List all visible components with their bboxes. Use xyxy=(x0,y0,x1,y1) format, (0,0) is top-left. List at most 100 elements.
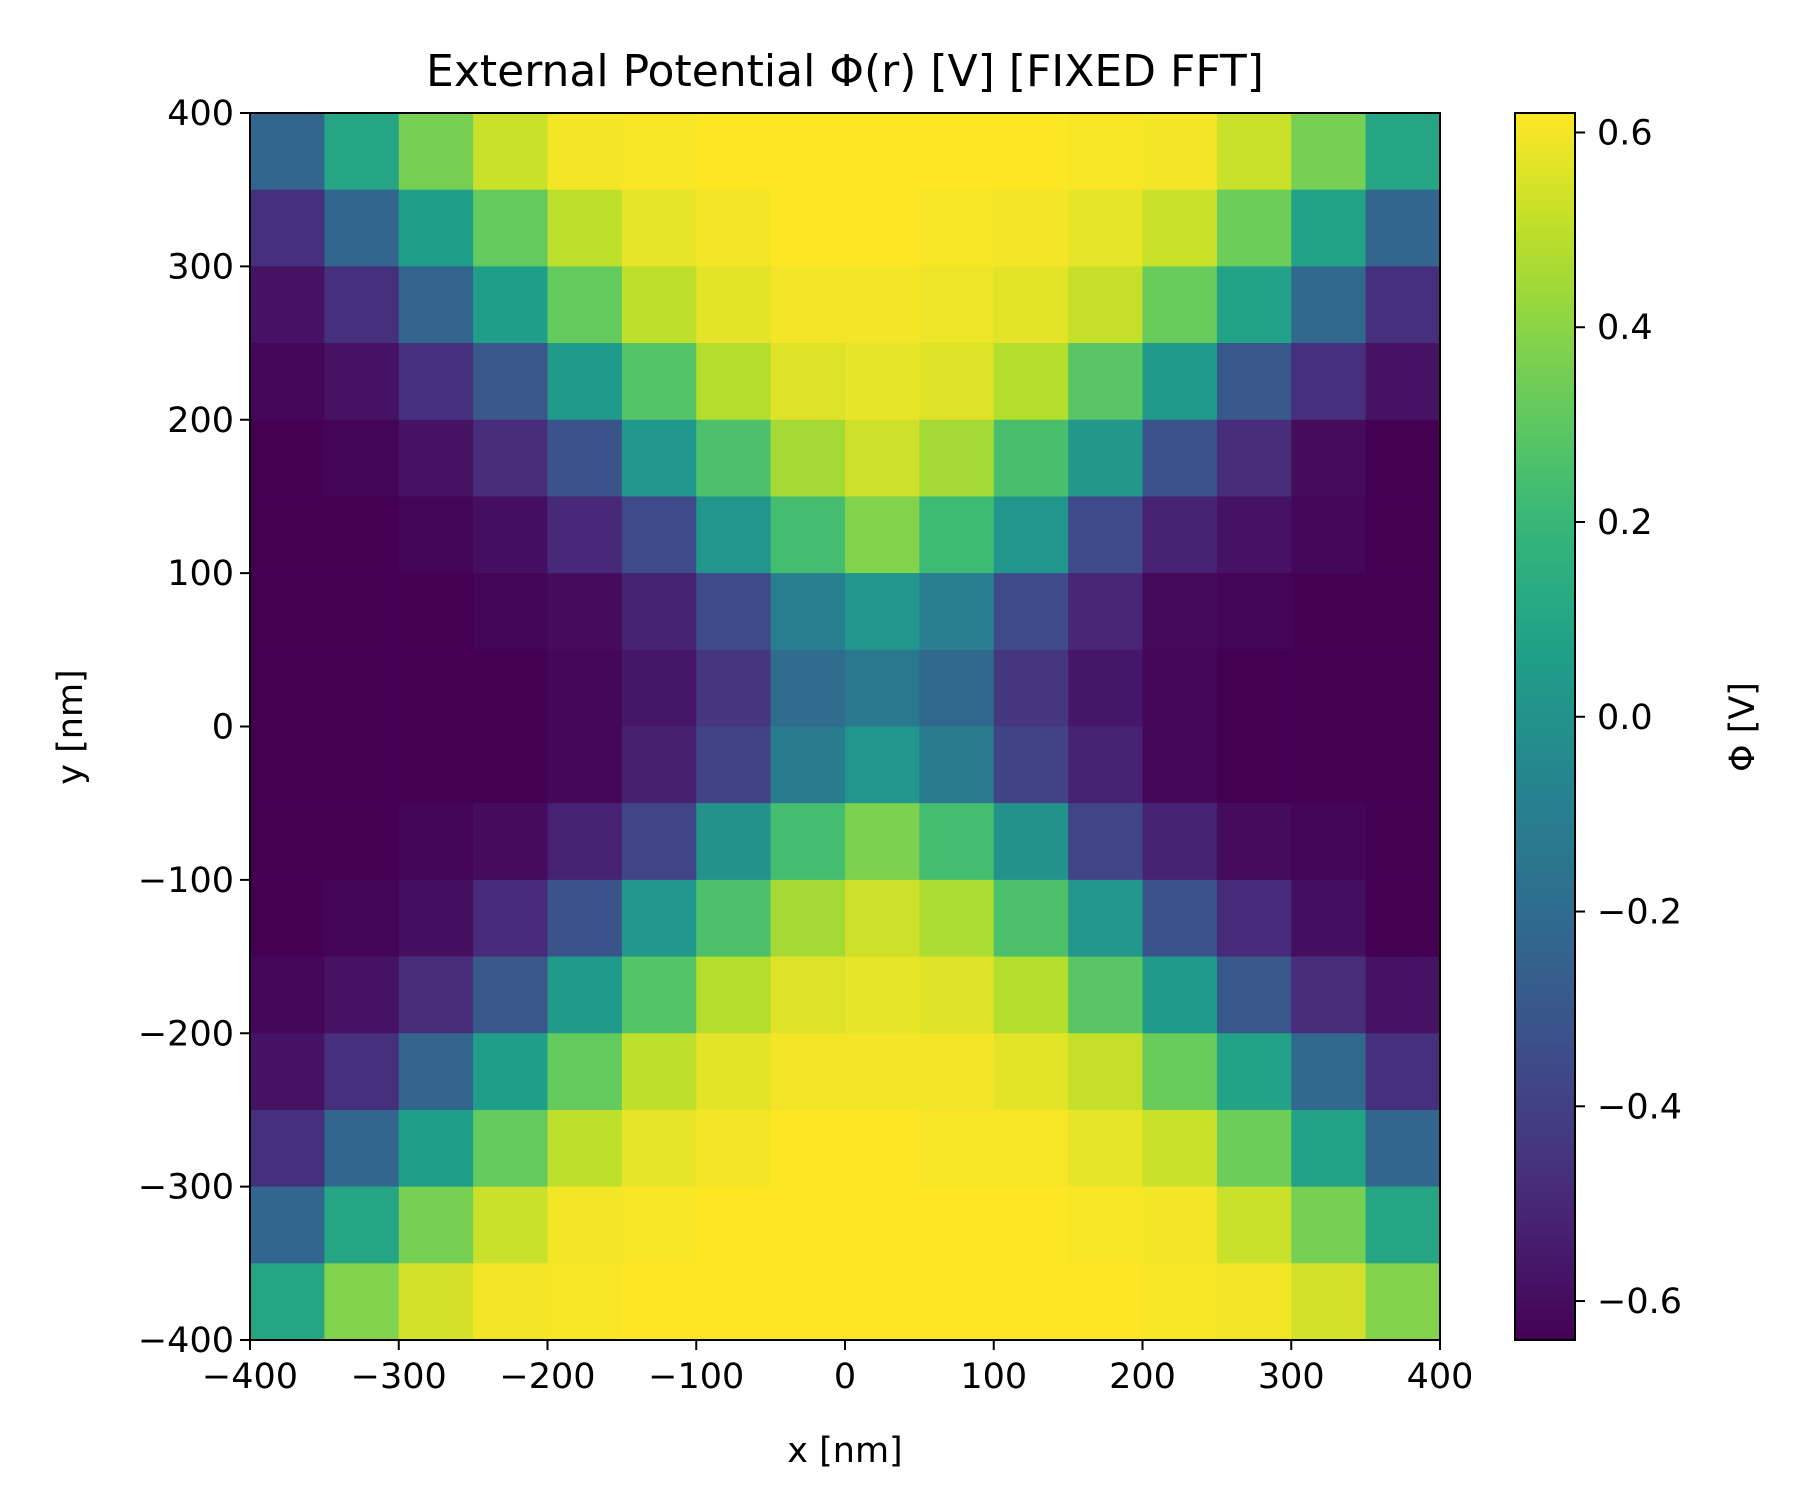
heatmap-cell xyxy=(696,189,772,267)
heatmap-cell xyxy=(324,1186,400,1264)
heatmap-cell xyxy=(398,649,474,728)
y-tick-label: −100 xyxy=(138,861,234,901)
heatmap-cell xyxy=(1291,1186,1367,1264)
heatmap-cell xyxy=(845,1109,920,1188)
heatmap-cell xyxy=(696,573,772,651)
chart-title: External Potential Φ(r) [V] [FIXED FFT] xyxy=(426,46,1264,97)
heatmap-cell xyxy=(770,496,846,574)
heatmap-cell xyxy=(398,496,474,574)
heatmap-cell xyxy=(919,1109,995,1188)
heatmap-cell xyxy=(1291,879,1367,958)
heatmap-cell xyxy=(547,1186,623,1264)
heatmap-cell xyxy=(473,649,549,728)
heatmap-cell xyxy=(919,956,995,1034)
y-tick-label: 300 xyxy=(167,247,234,287)
heatmap-cell xyxy=(547,1033,623,1111)
heatmap-cell xyxy=(1142,419,1218,498)
y-tick-label: −200 xyxy=(138,1014,234,1054)
heatmap-cell xyxy=(696,1263,772,1341)
heatmap-cell xyxy=(696,113,772,191)
colorbar-ticks: −0.6 −0.4 −0.2 0.0 0.2 0.4 0.6 xyxy=(1575,113,1682,1322)
heatmap-cell xyxy=(473,113,549,191)
heatmap-cell xyxy=(919,266,995,344)
heatmap-cell xyxy=(696,1109,772,1188)
heatmap-cells xyxy=(250,113,1441,1341)
heatmap-cell xyxy=(250,726,325,804)
heatmap-cell xyxy=(621,879,697,958)
heatmap-cell xyxy=(1291,803,1367,881)
heatmap-cell xyxy=(919,189,995,267)
heatmap-cell xyxy=(993,343,1069,421)
heatmap-cell xyxy=(324,1033,400,1111)
heatmap-cell xyxy=(1365,1109,1441,1188)
heatmap-cell xyxy=(845,803,920,881)
heatmap-cell xyxy=(770,803,846,881)
heatmap-cell xyxy=(845,649,920,728)
heatmap-cell xyxy=(250,266,325,344)
heatmap-cell xyxy=(398,803,474,881)
heatmap-cell xyxy=(845,496,920,574)
heatmap-cell xyxy=(1291,189,1367,267)
heatmap-cell xyxy=(845,343,920,421)
heatmap-cell xyxy=(845,113,920,191)
x-tick-label: −100 xyxy=(648,1357,744,1397)
heatmap-cell xyxy=(696,649,772,728)
heatmap-cell xyxy=(1365,1033,1441,1111)
heatmap-cell xyxy=(1291,496,1367,574)
heatmap-cell xyxy=(398,1186,474,1264)
heatmap-cell xyxy=(1365,956,1441,1034)
heatmap-cell xyxy=(1068,879,1144,958)
heatmap-cell xyxy=(473,803,549,881)
heatmap-cell xyxy=(1365,343,1441,421)
heatmap-cell xyxy=(547,573,623,651)
heatmap-cell xyxy=(993,189,1069,267)
colorbar-tick-label: 0.6 xyxy=(1597,113,1653,153)
heatmap-cell xyxy=(324,343,400,421)
heatmap-cell xyxy=(473,879,549,958)
heatmap-cell xyxy=(1068,1263,1144,1341)
heatmap-cell xyxy=(696,879,772,958)
heatmap-cell xyxy=(250,1263,325,1341)
x-tick-label: 300 xyxy=(1258,1357,1325,1397)
heatmap-cell xyxy=(547,266,623,344)
heatmap-cell xyxy=(770,1263,846,1341)
y-tick-label: 100 xyxy=(167,554,234,594)
heatmap-cell xyxy=(621,113,697,191)
heatmap-cell xyxy=(919,726,995,804)
heatmap-cell xyxy=(919,113,995,191)
heatmap-cell xyxy=(621,1109,697,1188)
heatmap-cell xyxy=(993,573,1069,651)
colorbar-tick-label: −0.4 xyxy=(1597,1087,1682,1127)
heatmap-cell xyxy=(398,419,474,498)
heatmap-cell xyxy=(1216,803,1292,881)
heatmap-cell xyxy=(993,956,1069,1034)
heatmap-cell xyxy=(621,726,697,804)
heatmap-cell xyxy=(1291,1263,1367,1341)
y-axis-ticks: −400 −300 −200 −100 0 100 200 300 400 xyxy=(138,94,250,1361)
heatmap-cell xyxy=(250,189,325,267)
heatmap-cell xyxy=(1068,573,1144,651)
heatmap-cell xyxy=(1142,1109,1218,1188)
colorbar-frame xyxy=(1514,112,1576,1341)
heatmap-cell xyxy=(770,1186,846,1264)
heatmap-cell xyxy=(1142,343,1218,421)
heatmap-cell xyxy=(1068,343,1144,421)
heatmap-cell xyxy=(324,649,400,728)
heatmap-cell xyxy=(919,343,995,421)
heatmap-cell xyxy=(1068,1186,1144,1264)
heatmap-cell xyxy=(398,1033,474,1111)
heatmap-cell xyxy=(770,113,846,191)
heatmap-cell xyxy=(1068,189,1144,267)
heatmap-cell xyxy=(1291,1109,1367,1188)
heatmap-cell xyxy=(324,419,400,498)
x-tick-label: 100 xyxy=(960,1357,1027,1397)
heatmap-cell xyxy=(250,879,325,958)
heatmap-cell xyxy=(324,1109,400,1188)
heatmap-cell xyxy=(1365,496,1441,574)
heatmap-cell xyxy=(1291,419,1367,498)
heatmap-cell xyxy=(324,189,400,267)
heatmap-cell xyxy=(1216,189,1292,267)
heatmap-cell xyxy=(1068,803,1144,881)
heatmap-cell xyxy=(845,1186,920,1264)
heatmap-cell xyxy=(1068,726,1144,804)
